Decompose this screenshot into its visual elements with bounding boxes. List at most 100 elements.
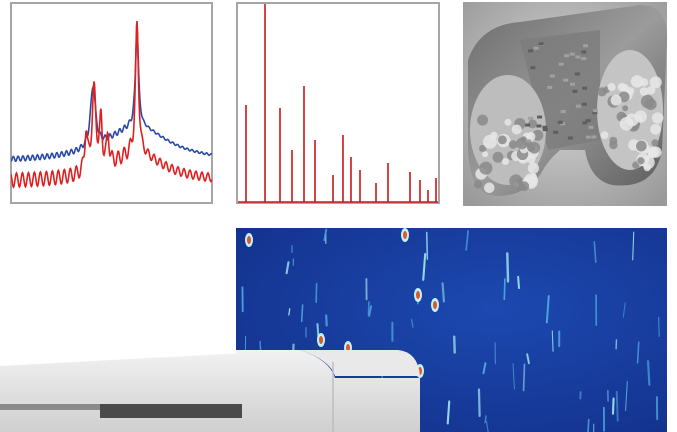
streak bbox=[611, 397, 615, 415]
weave-cell bbox=[581, 57, 587, 61]
texture-bump bbox=[646, 86, 656, 95]
spot-core bbox=[247, 236, 251, 244]
streak bbox=[526, 353, 530, 365]
streak bbox=[551, 330, 554, 352]
texture-bump bbox=[527, 162, 539, 174]
weave-cell bbox=[525, 123, 531, 127]
scan-weave bbox=[520, 30, 600, 150]
texture-bump bbox=[497, 135, 507, 145]
streak bbox=[422, 252, 427, 281]
weave-cell bbox=[569, 82, 575, 86]
scan-image bbox=[463, 2, 667, 206]
texture-bump bbox=[526, 154, 536, 164]
weave-cell bbox=[592, 109, 598, 113]
texture-bump bbox=[509, 174, 523, 188]
texture-bump bbox=[640, 94, 655, 109]
texture-bump bbox=[635, 140, 647, 152]
texture-bump bbox=[479, 161, 493, 175]
texture-bump bbox=[622, 105, 629, 112]
spot-core bbox=[319, 336, 323, 344]
streak bbox=[615, 390, 619, 422]
streak bbox=[657, 316, 660, 337]
streak bbox=[503, 278, 506, 301]
streak bbox=[441, 282, 446, 303]
weave-cell bbox=[581, 50, 587, 54]
weave-cell bbox=[537, 115, 543, 119]
weave-cell bbox=[575, 104, 581, 108]
weave-cell bbox=[572, 89, 578, 93]
streak bbox=[465, 230, 470, 251]
streak bbox=[593, 240, 597, 263]
texture-bump bbox=[526, 143, 535, 152]
texture-bump bbox=[643, 164, 651, 172]
texture-bump bbox=[526, 131, 536, 141]
texture-bump bbox=[501, 157, 509, 166]
diffraction-image bbox=[236, 228, 667, 432]
weave-cell bbox=[549, 74, 555, 78]
streak bbox=[622, 302, 626, 318]
texture-bump bbox=[600, 131, 609, 140]
weave-cell bbox=[582, 121, 588, 125]
texture-bump bbox=[519, 181, 530, 192]
weave-cell bbox=[592, 111, 598, 115]
weave-cell bbox=[583, 44, 589, 48]
spot-core bbox=[403, 231, 407, 239]
streak bbox=[285, 261, 290, 275]
texture-bump bbox=[639, 87, 649, 96]
streak bbox=[636, 341, 640, 364]
weave-cell bbox=[563, 78, 569, 82]
texture-bump bbox=[473, 180, 483, 189]
texture-bump bbox=[516, 137, 528, 150]
texture-bump bbox=[610, 94, 622, 106]
weave-cell bbox=[553, 130, 559, 134]
weave-cell bbox=[542, 125, 548, 129]
weave-cell bbox=[542, 128, 548, 132]
weave-cell bbox=[558, 62, 564, 66]
texture-bump bbox=[650, 123, 661, 135]
streak bbox=[545, 295, 550, 324]
texture-bump bbox=[482, 134, 497, 149]
weave-cell bbox=[564, 54, 570, 58]
texture-bump bbox=[634, 110, 647, 123]
texture-bump bbox=[528, 119, 538, 129]
weave-cell bbox=[538, 42, 544, 46]
blue-curve bbox=[11, 27, 212, 163]
streak bbox=[512, 363, 515, 390]
weave-cell bbox=[585, 119, 591, 123]
texture-bump bbox=[617, 82, 627, 92]
streak bbox=[646, 360, 651, 386]
weave-cell bbox=[547, 85, 553, 89]
texture-bump bbox=[649, 76, 662, 89]
scan-texture bbox=[473, 42, 664, 194]
weave-cell bbox=[575, 55, 581, 59]
peak-panel bbox=[236, 2, 440, 204]
texture-bump bbox=[477, 114, 489, 126]
texture-bump bbox=[479, 144, 487, 153]
weave-cell bbox=[557, 120, 563, 124]
streak bbox=[368, 305, 373, 317]
streak bbox=[446, 400, 451, 425]
weave-cell bbox=[581, 102, 587, 106]
streak bbox=[323, 228, 328, 242]
texture-bump bbox=[647, 149, 657, 159]
diffraction-spots bbox=[241, 228, 660, 432]
weave-cell bbox=[569, 52, 575, 56]
texture-bump bbox=[637, 157, 645, 165]
spot-core bbox=[433, 301, 437, 309]
texture-bump bbox=[651, 112, 664, 124]
texture-bump bbox=[484, 182, 495, 194]
streak bbox=[410, 318, 414, 328]
weave-cell bbox=[574, 72, 580, 76]
weave-cell bbox=[528, 116, 534, 120]
texture-bump bbox=[511, 124, 522, 135]
red-curve bbox=[11, 20, 212, 189]
streak bbox=[477, 388, 481, 418]
weave-cell bbox=[536, 124, 542, 128]
streak bbox=[300, 304, 304, 323]
streak bbox=[426, 231, 429, 260]
streak bbox=[587, 418, 590, 432]
streak bbox=[482, 362, 487, 375]
weave-cell bbox=[560, 110, 566, 114]
